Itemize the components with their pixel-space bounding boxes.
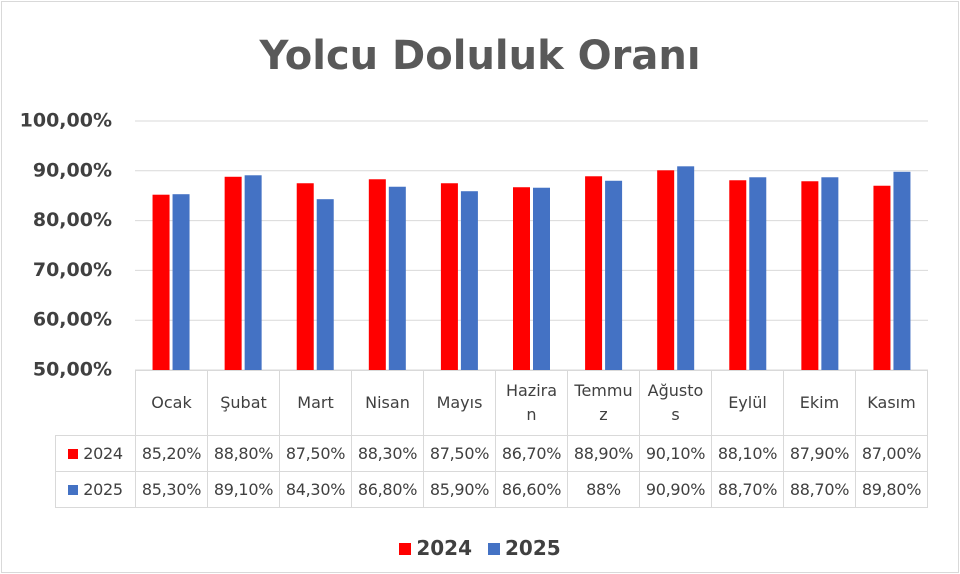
category-label: Ocak bbox=[135, 370, 208, 436]
legend-key bbox=[488, 543, 500, 555]
value-cell: 90,10% bbox=[639, 435, 712, 472]
category-label: Nisan bbox=[351, 370, 424, 436]
legend-item: 2024 bbox=[399, 536, 472, 560]
bar bbox=[749, 177, 767, 370]
legend-key bbox=[68, 485, 79, 495]
bar bbox=[893, 171, 911, 370]
bar bbox=[388, 186, 406, 370]
value-cell: 84,30% bbox=[279, 471, 352, 508]
value-cell: 88,70% bbox=[783, 471, 856, 508]
bar bbox=[821, 177, 839, 370]
category-label: Kasım bbox=[855, 370, 928, 436]
value-cell: 85,20% bbox=[135, 435, 208, 472]
value-cell: 86,70% bbox=[495, 435, 568, 472]
category-label: Ağustos bbox=[639, 370, 712, 436]
bar bbox=[296, 183, 314, 370]
value-cell: 85,90% bbox=[423, 471, 496, 508]
chart-title: Yolcu Doluluk Oranı bbox=[258, 33, 700, 79]
y-tick-label: 70,00% bbox=[33, 259, 112, 281]
value-cell: 88,70% bbox=[711, 471, 784, 508]
value-cell: 87,50% bbox=[423, 435, 496, 472]
legend-key bbox=[399, 543, 412, 555]
bar bbox=[585, 176, 603, 370]
category-label: Temmuz bbox=[567, 370, 640, 436]
bar bbox=[729, 180, 747, 370]
data-table: Ocak Şubat Mart Nisan Mayıs Haziran Temmuz Ağus… bbox=[55, 370, 928, 508]
series-header: 2025 bbox=[55, 471, 136, 508]
category-label: Mayıs bbox=[423, 370, 496, 436]
value-cell: 87,90% bbox=[783, 435, 856, 472]
bar bbox=[152, 194, 170, 370]
series-name: 2025 bbox=[83, 480, 123, 499]
series-row: 2025 85,30% 89,10% 84,30% 86,80% 85,90% 86,60%… bbox=[55, 471, 928, 508]
value-cell: 85,30% bbox=[135, 471, 208, 508]
y-tick-label: 90,00% bbox=[33, 159, 112, 181]
category-label: Şubat bbox=[207, 370, 280, 436]
category-label: Haziran bbox=[495, 370, 568, 436]
table-corner bbox=[55, 370, 136, 436]
value-cell: 88% bbox=[567, 471, 640, 508]
bar bbox=[801, 181, 819, 370]
bar bbox=[316, 199, 334, 370]
value-cell: 86,80% bbox=[351, 471, 424, 508]
value-cell: 88,30% bbox=[351, 435, 424, 472]
bar bbox=[605, 180, 623, 370]
legend-key bbox=[68, 449, 79, 459]
value-cell: 88,90% bbox=[567, 435, 640, 472]
category-label: Mart bbox=[279, 370, 352, 436]
bar bbox=[244, 175, 262, 370]
bar bbox=[224, 176, 242, 370]
legend-label: 2024 bbox=[416, 536, 472, 560]
bar bbox=[533, 187, 550, 370]
series-header: 2024 bbox=[55, 435, 136, 472]
value-cell: 89,10% bbox=[207, 471, 280, 508]
value-cell: 89,80% bbox=[855, 471, 928, 508]
y-tick-label: 80,00% bbox=[33, 209, 112, 231]
bar bbox=[657, 170, 675, 370]
bar bbox=[513, 187, 530, 370]
bar bbox=[440, 183, 458, 370]
category-row: Ocak Şubat Mart Nisan Mayıs Haziran Temmuz Ağus… bbox=[55, 370, 928, 436]
category-label: Ekim bbox=[783, 370, 856, 436]
bar bbox=[172, 194, 190, 370]
bar bbox=[873, 185, 891, 370]
value-cell: 88,10% bbox=[711, 435, 784, 472]
y-tick-label: 60,00% bbox=[33, 309, 112, 331]
legend: 2024 2025 bbox=[0, 536, 960, 560]
bar bbox=[677, 166, 695, 370]
value-cell: 87,00% bbox=[855, 435, 928, 472]
value-cell: 90,90% bbox=[639, 471, 712, 508]
legend-label: 2025 bbox=[505, 536, 561, 560]
y-tick-label: 100,00% bbox=[20, 110, 112, 132]
legend-item: 2025 bbox=[488, 536, 561, 560]
value-cell: 88,80% bbox=[207, 435, 280, 472]
series-row: 2024 85,20% 88,80% 87,50% 88,30% 87,50% 86,70%… bbox=[55, 435, 928, 472]
value-cell: 86,60% bbox=[495, 471, 568, 508]
bar bbox=[460, 191, 478, 370]
series-name: 2024 bbox=[83, 444, 123, 463]
bar bbox=[368, 179, 386, 370]
value-cell: 87,50% bbox=[279, 435, 352, 472]
category-label: Eylül bbox=[711, 370, 784, 436]
